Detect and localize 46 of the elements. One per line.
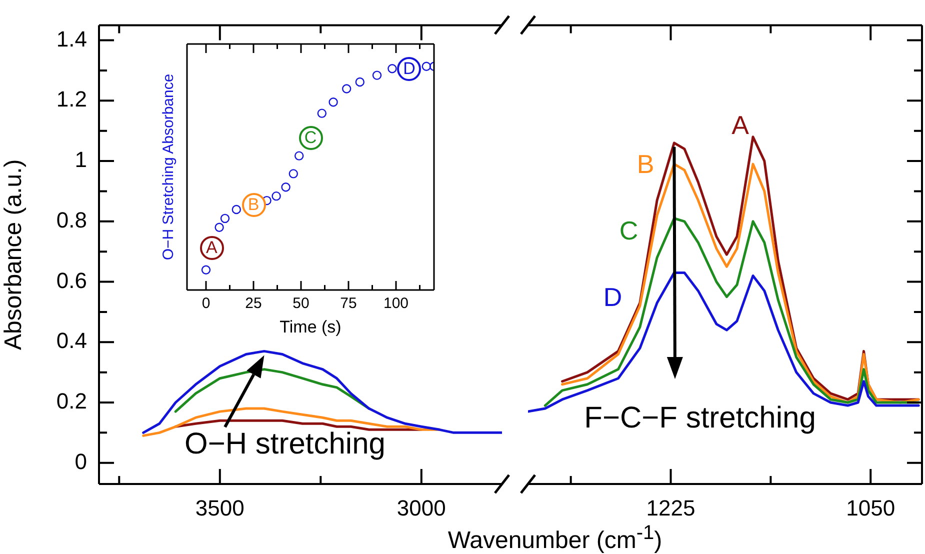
point (214, 222, 224, 232)
y-tick-label: 1 (74, 147, 87, 172)
point (355, 77, 364, 87)
x-tick-label: 25 (245, 295, 262, 312)
annotation: O−H stretching (184, 427, 386, 460)
circled-label: D (397, 56, 422, 81)
y-tick-label: 1.2 (56, 86, 87, 112)
series-label: A (732, 110, 750, 140)
point (288, 169, 298, 178)
x-axis-title: Time (s) (280, 317, 342, 336)
x-tick-label: 3000 (396, 495, 446, 520)
point (372, 70, 382, 80)
y-tick-label: 0.4 (56, 328, 87, 354)
series-label: C (619, 216, 638, 246)
point (328, 98, 338, 107)
point (201, 265, 211, 274)
point (294, 151, 304, 160)
x-tick-label: 3500 (195, 495, 244, 520)
circled-label: B (242, 193, 266, 218)
x-tick-label: 0 (202, 295, 210, 312)
circled-label: C (298, 126, 322, 150)
x-axis-title: Wavenumber (cm$^{-1}$) (446, 522, 664, 554)
y-tick-label: 0.6 (56, 268, 87, 293)
point (232, 204, 241, 214)
y-axis-title: O−H Stretching Absorbance (160, 74, 178, 260)
x-tick-label: 50 (292, 295, 310, 312)
point (220, 214, 230, 224)
point (422, 62, 431, 71)
y-tick-label: 1.4 (56, 26, 87, 52)
point (342, 84, 352, 94)
circled-label: A (200, 236, 224, 260)
x-tick-label: 75 (340, 295, 357, 312)
series-label: D (603, 282, 622, 312)
point (317, 108, 326, 118)
series-label: B (636, 149, 654, 180)
x-tick-label: 1050 (846, 495, 896, 520)
point (281, 182, 290, 192)
point (272, 191, 281, 201)
annotation: F−C−F stretching (584, 401, 816, 434)
y-tick-label: 0.2 (56, 388, 87, 414)
y-axis-title: Absorbance (a.u.) (0, 159, 28, 350)
y-tick-label: 0 (74, 448, 87, 474)
x-tick-label: 100 (383, 295, 409, 312)
point (388, 64, 397, 74)
x-tick-label: 1225 (646, 495, 696, 520)
y-tick-label: 0.8 (56, 207, 87, 232)
